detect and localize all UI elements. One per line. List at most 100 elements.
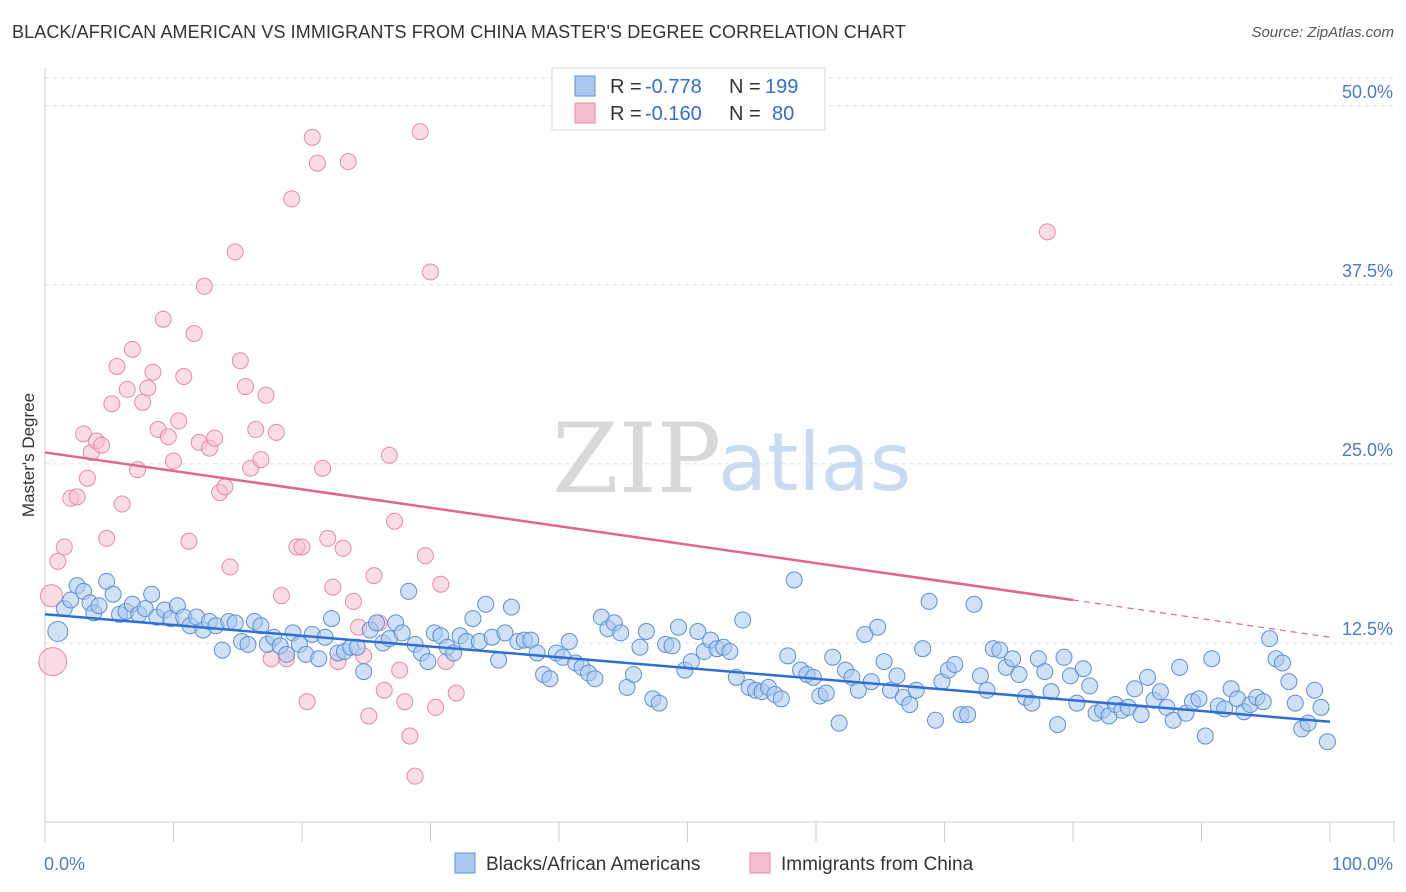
- bottom-legend-swatch-pink: [749, 852, 771, 874]
- china-point: [165, 452, 182, 470]
- china-point: [406, 767, 424, 785]
- china-point: [447, 684, 465, 702]
- series-legend: Blacks/African Americans Immigrants from…: [454, 852, 974, 875]
- china-point: [75, 425, 93, 443]
- watermark-atlas: atlas: [718, 416, 911, 509]
- blacks-point: [393, 624, 411, 642]
- legend-n-value: 199: [765, 76, 798, 98]
- china-point: [139, 379, 157, 397]
- blacks-point: [1318, 733, 1336, 751]
- legend-r-value: -0.778: [645, 76, 702, 98]
- blacks-point: [817, 684, 835, 702]
- blacks-point: [971, 667, 989, 685]
- blacks-point: [136, 600, 154, 618]
- blacks-point: [856, 625, 874, 643]
- china-point: [396, 693, 414, 711]
- blacks-point: [1203, 650, 1221, 668]
- blacks-point: [90, 597, 108, 615]
- blacks-point: [239, 635, 257, 653]
- blacks-point: [1151, 683, 1169, 701]
- trend-line-china-extension: [1072, 599, 1331, 638]
- blacks-point: [400, 582, 418, 600]
- blacks-point: [1010, 665, 1028, 683]
- correlation-legend: R = -0.778 N = 199 R = -0.160 N = 80: [551, 67, 826, 131]
- blacks-point: [927, 711, 945, 729]
- blacks-point: [1036, 663, 1054, 681]
- trend-line-china: [44, 451, 1074, 602]
- trend-line-blacks: [44, 613, 1331, 723]
- legend-n-label: N =: [729, 103, 761, 125]
- trend-lines: [44, 451, 1331, 723]
- blacks-point: [625, 665, 643, 683]
- blacks-point: [1286, 694, 1304, 712]
- blacks-point: [1190, 690, 1208, 708]
- y-tick-label: 50.0%: [1342, 82, 1393, 102]
- china-point: [49, 552, 67, 570]
- blacks-point: [946, 655, 964, 673]
- blacks-point: [62, 591, 80, 609]
- blacks-point: [323, 610, 341, 628]
- china-point: [134, 393, 152, 411]
- legend-n-label: N =: [729, 76, 761, 98]
- china-point: [38, 647, 68, 677]
- blacks-point: [560, 633, 578, 651]
- legend-r-label: R =: [610, 76, 642, 98]
- china-point: [380, 446, 398, 464]
- blacks-point: [920, 592, 938, 610]
- china-point: [422, 263, 439, 281]
- china-point: [267, 423, 285, 441]
- blacks-point: [875, 653, 893, 671]
- china-point: [154, 310, 172, 328]
- china-point: [159, 428, 177, 446]
- china-point: [175, 368, 193, 386]
- y-tick-labels: 12.5% 25.0% 37.5% 50.0%: [1342, 82, 1393, 639]
- axes: [44, 68, 1395, 842]
- blacks-point: [959, 706, 977, 724]
- legend-swatch-blue: [574, 75, 596, 97]
- blacks-point: [1061, 667, 1079, 685]
- legend-r-value: -0.160: [645, 103, 702, 125]
- bottom-legend-blacks: Blacks/African Americans: [486, 854, 700, 875]
- blacks-point: [1306, 681, 1324, 699]
- china-point: [432, 575, 450, 593]
- china-point: [411, 123, 429, 141]
- blacks-point: [477, 595, 495, 613]
- blacks-point: [252, 617, 270, 635]
- china-point: [375, 681, 393, 699]
- china-point: [98, 529, 116, 547]
- china-point: [226, 243, 244, 261]
- china-point: [68, 488, 86, 506]
- y-tick-label: 25.0%: [1342, 440, 1393, 460]
- blacks-point: [888, 667, 906, 685]
- blacks-point: [1171, 658, 1189, 676]
- china-point: [39, 584, 63, 608]
- blacks-point: [631, 638, 649, 656]
- watermark-zip: ZIP: [552, 403, 721, 515]
- blacks-point: [914, 640, 932, 658]
- blacks-point: [541, 670, 559, 688]
- blacks-point: [143, 585, 161, 603]
- blacks-point: [901, 696, 919, 714]
- china-point: [118, 380, 136, 398]
- china-point: [427, 698, 445, 716]
- china-point: [334, 539, 352, 557]
- blacks-point: [1055, 648, 1073, 666]
- blacks-point: [1273, 654, 1291, 672]
- y-tick-label: 12.5%: [1342, 619, 1393, 639]
- blacks-point: [1023, 694, 1041, 712]
- china-point: [78, 469, 96, 487]
- blacks-point: [824, 648, 842, 666]
- blacks-point: [1139, 668, 1157, 686]
- blacks-point: [1164, 711, 1182, 729]
- blacks-point: [663, 637, 681, 655]
- china-point: [344, 592, 362, 610]
- blacks-point: [213, 641, 231, 659]
- blacks-point: [368, 614, 386, 632]
- blacks-point: [419, 653, 437, 671]
- bottom-legend-china: Immigrants from China: [781, 854, 974, 875]
- china-point: [206, 429, 224, 447]
- china-point: [303, 128, 321, 146]
- blacks-point: [1254, 693, 1272, 711]
- blacks-point: [1126, 680, 1144, 698]
